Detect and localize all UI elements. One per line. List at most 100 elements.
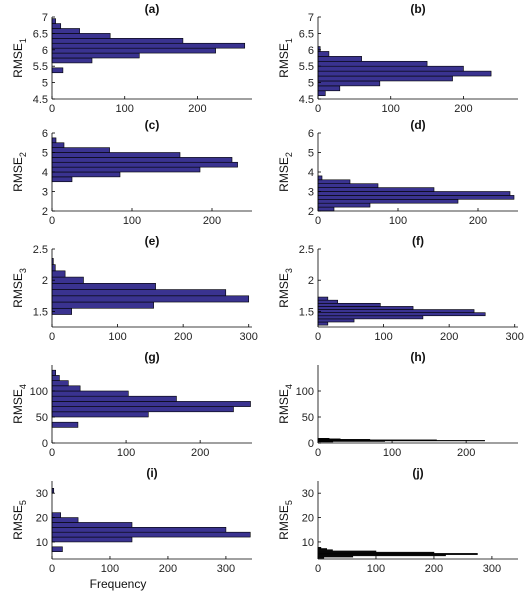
y-label-sub-h: 4 [284, 384, 294, 389]
bar-e-2 [51, 295, 250, 303]
y-tick-label-e-0: 1.5 [33, 306, 48, 318]
y-tick-label-i-2: 30 [36, 488, 48, 500]
y-tick-label-a-2: 5.5 [33, 61, 48, 73]
y-label-d: RMSE2 [277, 152, 294, 192]
bar-d-3 [317, 195, 515, 200]
bar-c-8 [51, 137, 57, 144]
panel-j: 0 100 200 300 10 20 30 (j) RMSE5 [277, 466, 518, 575]
panel-f: 0 100 200 300 1.5 2 2.5 (f) RMSE3 [277, 234, 524, 343]
bar-b-4 [317, 70, 492, 77]
y-tick-label-a-3: 6 [42, 45, 48, 57]
y-label-base-b: RMSE [277, 43, 291, 78]
y-tick-label-d-0: 2 [308, 206, 314, 218]
x-tick-label-a-2: 200 [188, 103, 206, 115]
x-tick-label-c-0: 0 [49, 215, 55, 227]
bar-e-4 [51, 283, 156, 290]
bar-f-3 [317, 312, 486, 317]
y-tick-label-e-1: 2 [42, 275, 48, 287]
x-tick-label-g-2: 200 [191, 447, 209, 459]
y-label-sub-j: 5 [284, 500, 294, 505]
bar-a-3 [51, 52, 140, 59]
bar-i-6 [51, 517, 79, 523]
y-label-e: RMSE3 [11, 268, 28, 308]
bar-b-0 [317, 90, 326, 97]
y-label-c: RMSE2 [11, 152, 28, 192]
x-tick-label-d-1: 100 [389, 215, 407, 227]
y-tick-label-f-0: 1.5 [299, 306, 314, 318]
x-tick-label-j-2: 200 [425, 563, 443, 575]
y-tick-label-c-2: 4 [42, 167, 48, 179]
x-tick-label-h-0: 0 [315, 447, 321, 459]
x-tick-label-g-0: 0 [49, 447, 55, 459]
bar-g-4 [51, 401, 251, 407]
bar-e-1 [51, 301, 154, 309]
y-label-base-i: RMSE [11, 505, 25, 540]
x-tick-label-a-0: 0 [49, 103, 55, 115]
y-tick-label-d-2: 4 [308, 167, 314, 179]
bar-f-7 [317, 299, 338, 304]
y-tick-label-d-4: 6 [308, 128, 314, 140]
panel-title-g: (g) [144, 350, 159, 364]
bar-b-3 [317, 75, 453, 82]
x-tick-label-f-1: 100 [374, 331, 392, 343]
y-tick-label-j-2: 30 [302, 488, 314, 500]
bar-b-5 [317, 65, 464, 72]
bar-d-1 [317, 202, 371, 208]
bar-b-7 [317, 56, 362, 62]
y-tick-label-b-2: 5.5 [299, 61, 314, 73]
bar-d-2 [317, 199, 459, 204]
bar-f-5 [317, 306, 414, 310]
y-tick-label-a-1: 5 [42, 78, 48, 90]
bar-e-3 [51, 289, 227, 297]
x-tick-label-e-0: 0 [49, 331, 55, 343]
y-label-h: RMSE4 [277, 384, 294, 424]
y-tick-label-j-1: 20 [302, 513, 314, 525]
panel-title-c: (c) [145, 118, 160, 132]
x-tick-label-h-1: 100 [383, 447, 401, 459]
x-tick-label-c-1: 100 [123, 215, 141, 227]
y-label-base-h: RMSE [277, 389, 291, 424]
bar-d-8 [317, 175, 323, 181]
bar-d-4 [317, 191, 511, 196]
x-tick-label-a-1: 100 [116, 103, 134, 115]
y-label-i: RMSE5 [11, 500, 28, 540]
y-label-base-f: RMSE [277, 273, 291, 308]
bar-a-10 [51, 18, 56, 24]
bar-d-7 [317, 179, 351, 185]
bar-b-2 [317, 80, 381, 87]
y-label-sub-b: 1 [284, 38, 294, 43]
panel-a: 0 100 200 4.5 5 5.5 6 6.5 7 (a) RMSE1 [11, 2, 252, 115]
x-tick-label-f-3: 300 [506, 331, 524, 343]
bar-f-6 [317, 302, 381, 307]
bar-g-9 [51, 375, 60, 381]
y-label-base-a: RMSE [11, 43, 25, 78]
y-tick-label-b-0: 4.5 [299, 94, 314, 106]
y-tick-label-h-0: 0 [308, 438, 314, 450]
bar-g-7 [51, 385, 81, 392]
panel-title-d: (d) [410, 118, 425, 132]
y-label-base-g: RMSE [11, 389, 25, 424]
bar-e-5 [51, 276, 84, 284]
y-tick-label-h-1: 50 [302, 412, 314, 424]
bar-e-6 [51, 270, 66, 278]
x-tick-label-e-2: 200 [174, 331, 192, 343]
bar-i-4 [51, 527, 227, 533]
bar-f-4 [317, 309, 475, 313]
y-tick-label-g-2: 100 [30, 386, 48, 398]
y-tick-label-b-4: 6.5 [299, 28, 314, 40]
bar-d-6 [317, 183, 379, 188]
panel-title-e: (e) [145, 234, 160, 248]
x-tick-label-b-2: 200 [454, 103, 472, 115]
y-tick-label-c-1: 3 [42, 187, 48, 199]
y-tick-label-c-4: 6 [42, 128, 48, 140]
figure-xlabel: Frequency [90, 577, 147, 591]
bar-a-6 [51, 38, 184, 44]
y-tick-label-g-1: 50 [36, 412, 48, 424]
y-label-sub-e: 3 [18, 268, 28, 273]
bar-g-6 [51, 390, 129, 397]
y-tick-label-a-0: 4.5 [33, 94, 48, 106]
x-tick-label-j-3: 300 [483, 563, 501, 575]
x-tick-label-j-0: 0 [315, 563, 321, 575]
